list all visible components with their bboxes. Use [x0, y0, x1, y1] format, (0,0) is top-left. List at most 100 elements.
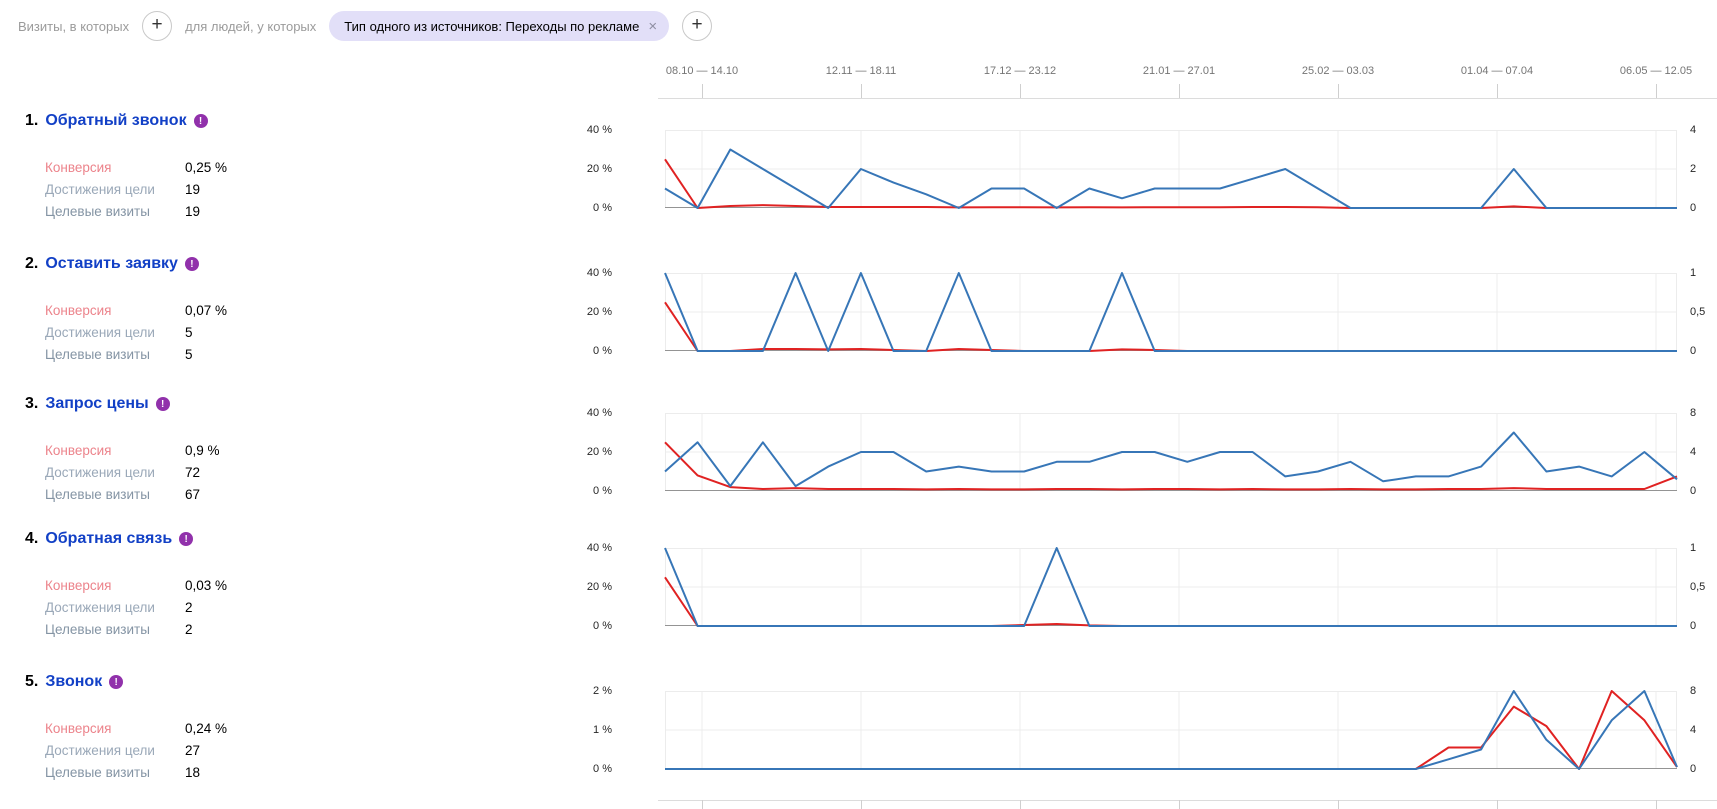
legend-target-visits[interactable]: Целевые визиты: [45, 487, 150, 502]
legend-conversion[interactable]: Конверсия: [45, 303, 112, 318]
visits-condition-label: Визиты, в которых: [18, 18, 130, 34]
goal-reaches-value: 19: [185, 182, 201, 197]
goal-chart[interactable]: 40 % 20 % 0 % 1 0,5 0: [587, 542, 1705, 632]
y-axis-left-tick: 20 %: [586, 446, 612, 458]
y-axis-left-tick: 2 %: [593, 685, 612, 697]
legend-conversion[interactable]: Конверсия: [45, 578, 112, 593]
conversion-value: 0,24 %: [185, 721, 228, 736]
y-axis-right-tick: 0: [1690, 620, 1697, 632]
axis-tick: [1179, 800, 1180, 809]
goal-info-icon[interactable]: !: [155, 397, 170, 411]
legend-conversion[interactable]: Конверсия: [45, 160, 112, 175]
add-people-condition-button[interactable]: +: [682, 11, 713, 41]
axis-tick: [1497, 84, 1498, 98]
goal-title-link[interactable]: Запрос цены: [45, 395, 149, 412]
plus-icon: +: [691, 14, 703, 35]
line-chart[interactable]: [665, 690, 1678, 770]
y-axis-left-tick: 40 %: [586, 407, 612, 419]
y-axis-right-tick: 0: [1690, 202, 1697, 214]
legend-target-visits[interactable]: Целевые визиты: [45, 347, 150, 362]
target-visits-value: 2: [185, 622, 193, 637]
legend-conversion[interactable]: Конверсия: [45, 443, 112, 458]
legend-goal-reaches[interactable]: Достижения цели: [45, 182, 155, 197]
target-visits-value: 5: [185, 347, 193, 362]
target-visits-value: 18: [185, 765, 201, 780]
legend-target-visits[interactable]: Целевые визиты: [45, 204, 150, 219]
goal-number: 5.: [25, 673, 39, 690]
y-axis-right-tick: 0: [1690, 345, 1697, 357]
legend-goal-reaches[interactable]: Достижения цели: [45, 743, 155, 758]
filter-bar: Визиты, в которых + для людей, у которых…: [18, 10, 713, 42]
add-visit-condition-button[interactable]: +: [142, 11, 173, 41]
goal-title-link[interactable]: Оставить заявку: [45, 255, 178, 272]
y-axis-left-tick: 20 %: [586, 581, 612, 593]
y-axis-right-tick: 1: [1690, 267, 1697, 279]
goal-chart[interactable]: 40 % 20 % 0 % 8 4 0: [587, 407, 1696, 497]
y-axis-left-tick: 0 %: [593, 620, 612, 632]
date-range-label: 17.12 — 23.12: [983, 65, 1057, 77]
y-axis-right-tick: 4: [1690, 124, 1697, 136]
y-axis-right-tick: 4: [1690, 446, 1697, 458]
legend-target-visits[interactable]: Целевые визиты: [45, 622, 150, 637]
y-axis-left-tick: 20 %: [586, 306, 612, 318]
y-axis-right-tick: 8: [1690, 407, 1697, 419]
goal-info-icon[interactable]: !: [179, 532, 194, 546]
line-chart[interactable]: [664, 130, 1677, 209]
y-axis-left-tick: 0 %: [593, 763, 612, 775]
conversion-value: 0,07 %: [185, 303, 228, 318]
date-range-label: 25.02 — 03.03: [1301, 65, 1375, 77]
filter-chip-traffic-source[interactable]: Тип одного из источников: Переходы по ре…: [329, 11, 670, 41]
people-condition-label: для людей, у которых: [185, 18, 317, 34]
filter-chip-text: Тип одного из источников: Переходы по ре…: [344, 18, 640, 34]
legend-conversion[interactable]: Конверсия: [45, 721, 112, 736]
line-chart[interactable]: [664, 547, 1677, 627]
goal-info-icon[interactable]: !: [184, 257, 199, 271]
goal-reaches-value: 27: [185, 743, 201, 758]
next-chart-axis-line: [658, 800, 1717, 801]
y-axis-right-tick: 1: [1690, 542, 1697, 554]
goal-reaches-value: 5: [185, 325, 193, 340]
y-axis-left-tick: 0 %: [593, 345, 612, 357]
axis-tick: [861, 800, 862, 809]
date-range-label: 06.05 — 12.05: [1619, 65, 1693, 77]
y-axis-left-tick: 40 %: [586, 542, 612, 554]
goal-chart[interactable]: 40 % 20 % 0 % 1 0,5 0: [587, 267, 1705, 357]
y-axis-left-tick: 0 %: [593, 485, 612, 497]
target-visits-value: 19: [185, 204, 201, 219]
legend-target-visits[interactable]: Целевые визиты: [45, 765, 150, 780]
y-axis-right-tick: 4: [1690, 724, 1697, 736]
legend-goal-reaches[interactable]: Достижения цели: [45, 600, 155, 615]
goal-chart[interactable]: 40 % 20 % 0 % 4 2 0: [587, 124, 1696, 214]
goal-info-icon[interactable]: !: [109, 675, 124, 689]
goal-title-link[interactable]: Обратный звонок: [45, 112, 187, 129]
line-chart[interactable]: [664, 413, 1678, 491]
date-range-label: 08.10 — 14.10: [665, 65, 739, 77]
goal-chart[interactable]: 2 % 1 % 0 % 8 4 0: [593, 685, 1696, 775]
remove-filter-icon[interactable]: ×: [648, 17, 658, 35]
y-axis-right-tick: 2: [1690, 163, 1697, 175]
y-axis-left-tick: 20 %: [586, 163, 612, 175]
axis-tick: [1338, 84, 1339, 98]
axis-tick: [861, 84, 862, 98]
axis-tick: [1338, 800, 1339, 809]
legend-goal-reaches[interactable]: Достижения цели: [45, 465, 155, 480]
goal-title-link[interactable]: Звонок: [45, 673, 103, 690]
y-axis-right-tick: 0,5: [1690, 581, 1706, 593]
date-range-label: 01.04 — 07.04: [1460, 65, 1534, 77]
goal-info-icon[interactable]: !: [193, 114, 208, 128]
date-range-label: 12.11 — 18.11: [825, 65, 897, 77]
axis-tick: [702, 84, 703, 98]
goal-number: 1.: [25, 112, 39, 129]
y-axis-right-tick: 0: [1690, 763, 1697, 775]
legend-goal-reaches[interactable]: Достижения цели: [45, 325, 155, 340]
conversion-value: 0,03 %: [185, 578, 228, 593]
goal-title-link[interactable]: Обратная связь: [45, 530, 173, 547]
goal-reaches-value: 2: [185, 600, 193, 615]
axis-tick: [1020, 84, 1021, 98]
y-axis-right-tick: 8: [1690, 685, 1697, 697]
goal-number: 4.: [25, 530, 39, 547]
line-chart[interactable]: [664, 272, 1677, 352]
goal-number: 3.: [25, 395, 39, 412]
axis-tick: [1179, 84, 1180, 98]
